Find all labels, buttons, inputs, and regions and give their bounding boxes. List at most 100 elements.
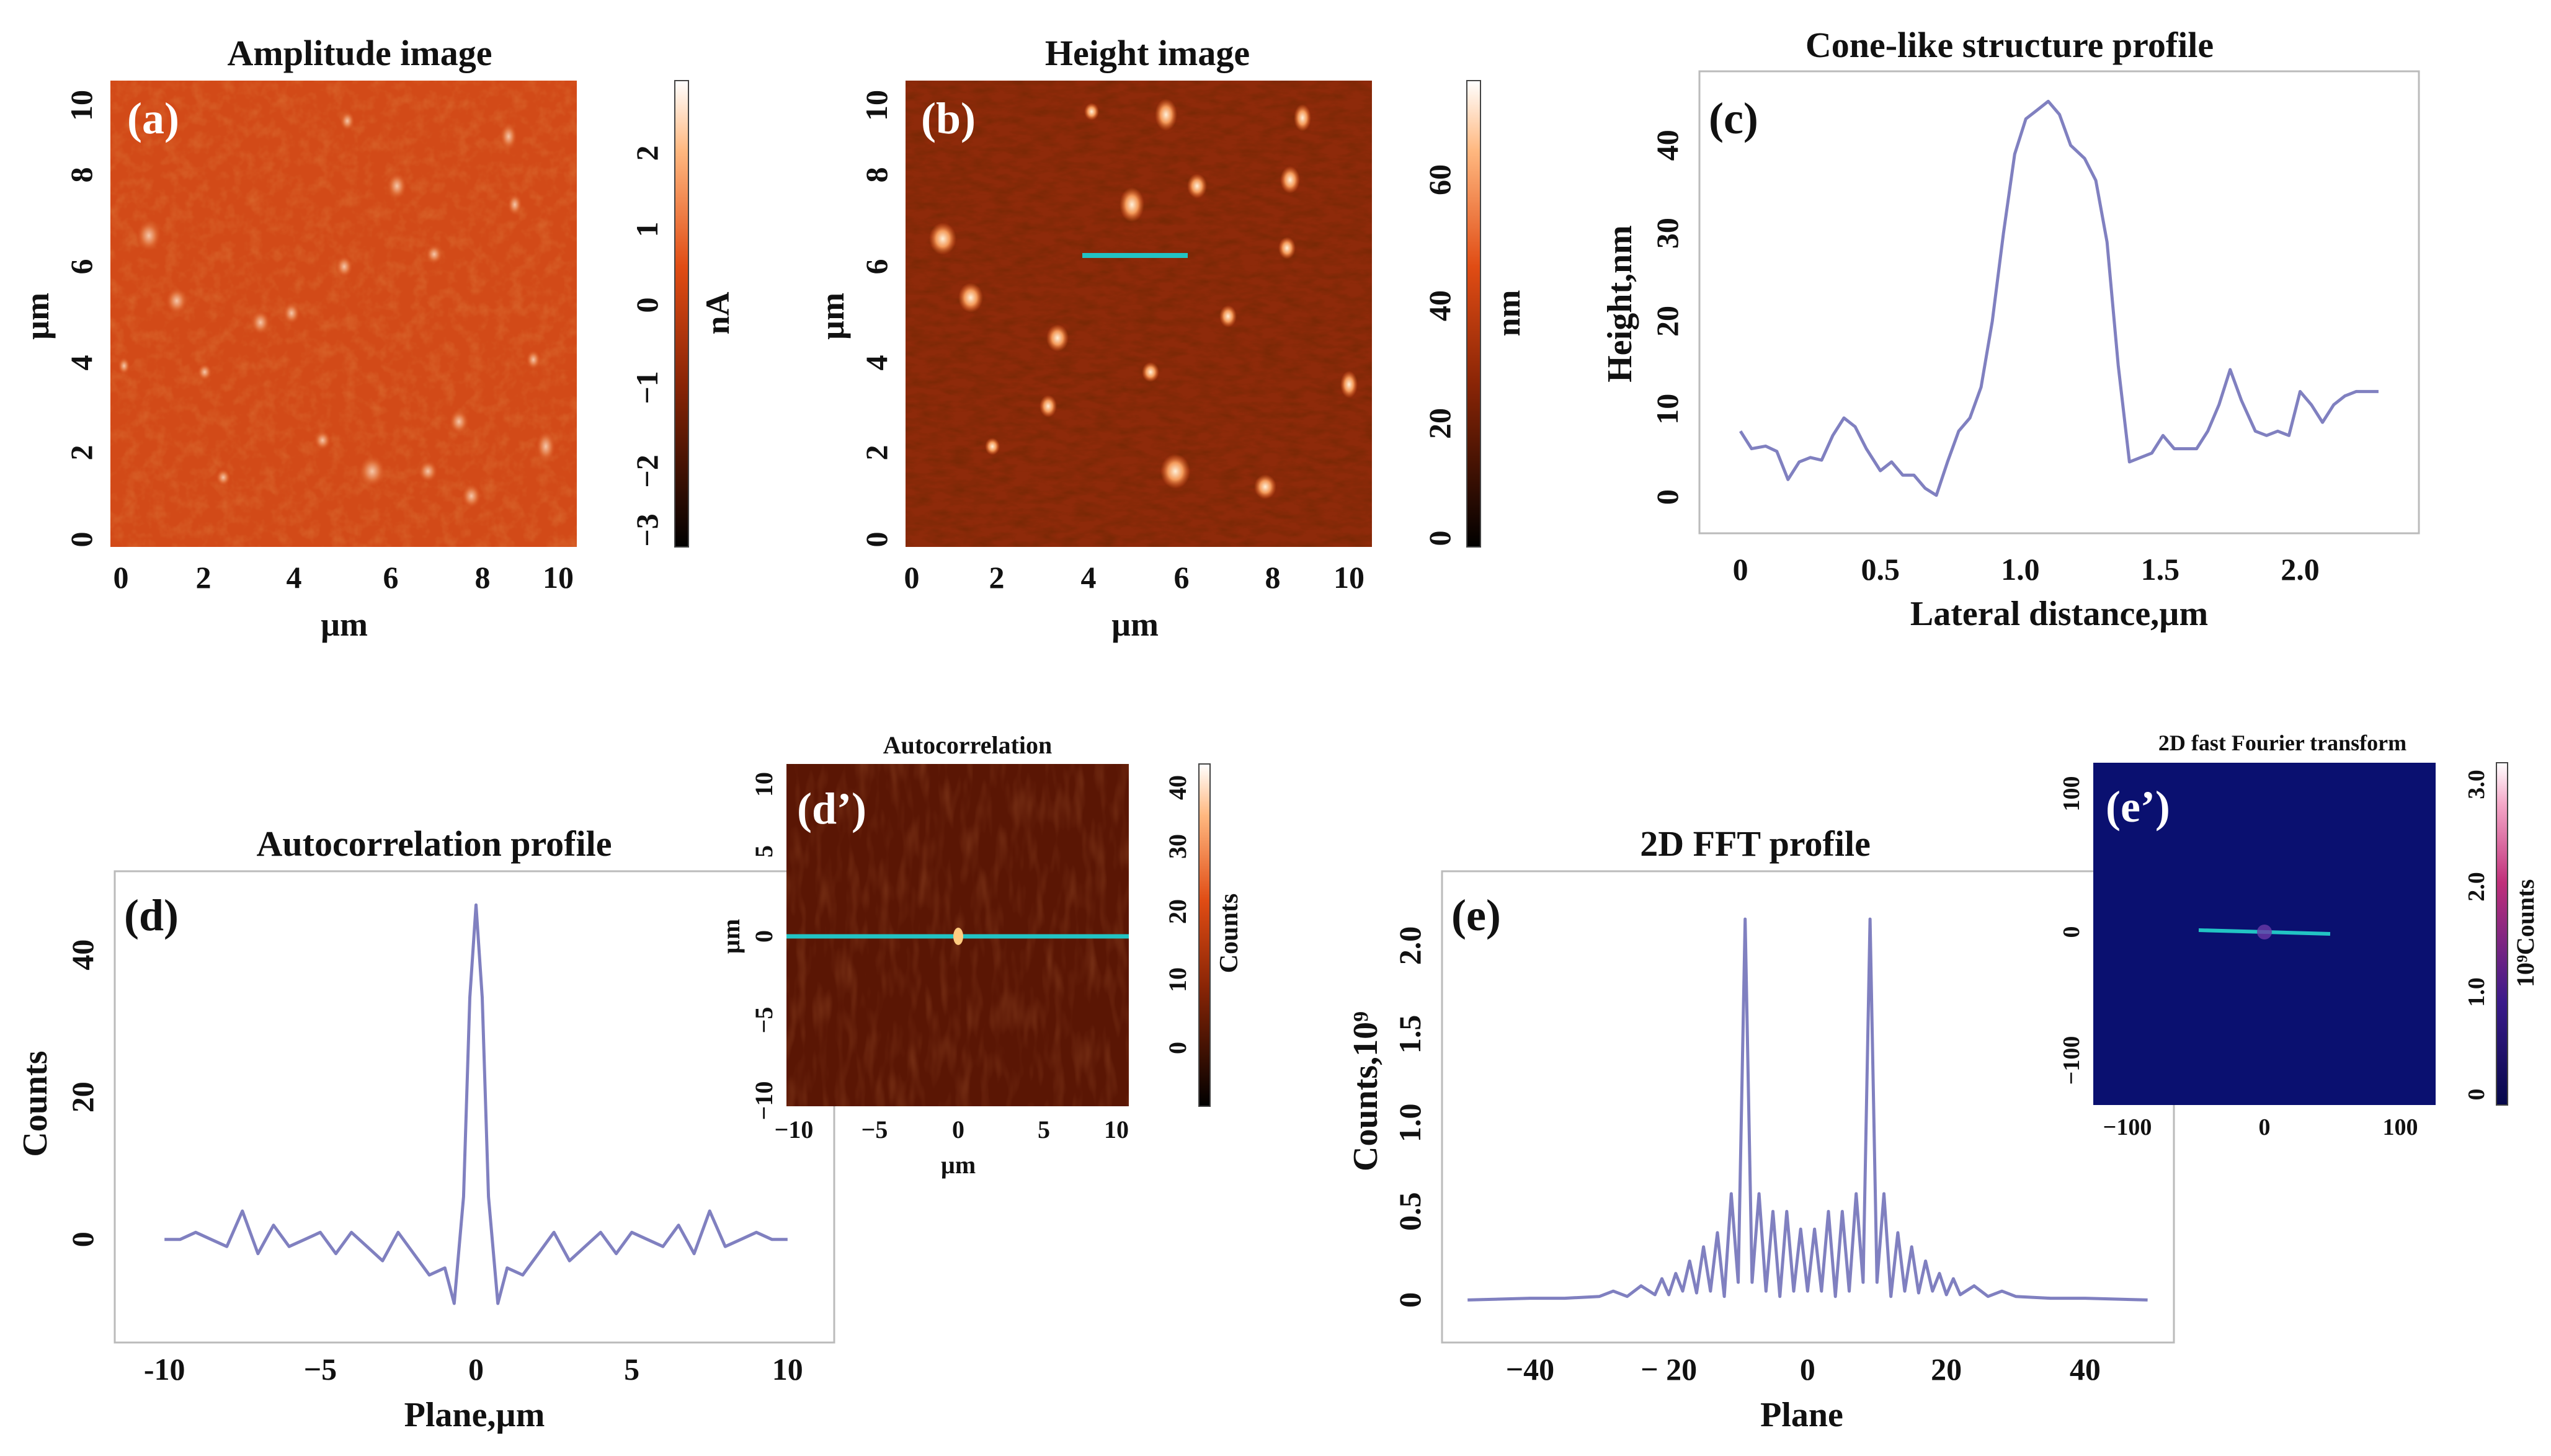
panel-a-ytick: 4 — [64, 355, 99, 371]
panel-e-label: (e) — [1451, 890, 1501, 940]
panel-b-ytick: 0 — [859, 532, 894, 548]
panel-e-prime-colorbar-unit: 10⁹Counts — [2511, 879, 2539, 987]
panel-c-label: (c) — [1709, 94, 1758, 143]
panel-a-cbtick: 0 — [630, 298, 664, 313]
e-prime-xtick: −100 — [2103, 1114, 2152, 1140]
e-prime-ytick: 100 — [2059, 776, 2085, 812]
amplitude-features — [118, 111, 556, 508]
d-prime-ytick: −10 — [750, 1081, 778, 1121]
panel-b-ytick: 2 — [859, 445, 894, 461]
panel-b-title: Height image — [1045, 33, 1250, 73]
d-prime-cbtick: 20 — [1164, 899, 1191, 924]
panel-b-xtick: 4 — [1081, 560, 1097, 595]
x-tick-label: 20 — [1931, 1352, 1962, 1387]
panel-e-prime-fft-image: 2D fast Fourier transform (e’) −100 0 10… — [2059, 730, 2539, 1140]
panel-b-cbtick: 20 — [1422, 408, 1457, 439]
panel-b-colorbar-ticks: 0 20 40 60 — [1422, 164, 1457, 546]
panel-a-cbtick: −2 — [630, 455, 664, 488]
panel-a-colorbar-unit: nA — [699, 291, 736, 334]
panel-d-prime-yticks: −10 −5 0 5 10 — [750, 772, 778, 1120]
panel-b-xtick: 8 — [1265, 560, 1281, 595]
panel-d-prime-ylabel: µm — [717, 919, 745, 954]
panel-a-ytick: 8 — [64, 167, 99, 183]
panel-a-cbtick: −3 — [630, 513, 664, 547]
y-tick-label: 30 — [1650, 218, 1685, 249]
panel-e-prime-title: 2D fast Fourier transform — [2158, 730, 2406, 755]
panel-c-title: Cone-like structure profile — [1805, 25, 2214, 65]
amplitude-texture — [110, 81, 577, 547]
x-tick-label: 0 — [1800, 1352, 1815, 1387]
panel-e-frame — [1441, 870, 2175, 1344]
y-tick-label: 20 — [65, 1081, 100, 1112]
x-tick-label: 5 — [624, 1352, 639, 1387]
panel-c-xlabel: Lateral distance,µm — [1910, 595, 2208, 633]
height-texture — [906, 81, 1372, 547]
panel-b-ylabel: µm — [814, 293, 851, 340]
panel-a-xtick: 4 — [287, 560, 302, 595]
series-line — [1739, 99, 2379, 497]
y-tick-label: 0 — [65, 1232, 100, 1247]
panel-e-ylabel: Counts,10⁹ — [1347, 1011, 1385, 1171]
e-prime-cbtick: 1.0 — [2464, 977, 2490, 1007]
d-prime-ytick: −5 — [750, 1007, 778, 1034]
x-tick-label: 0.5 — [1861, 552, 1900, 587]
y-tick-label: 0.5 — [1392, 1192, 1427, 1231]
panel-b-ytick: 10 — [859, 90, 894, 121]
panel-a-ylabel: µm — [19, 293, 56, 340]
panel-a-ytick: 10 — [64, 90, 99, 121]
panel-e-prime-colorbar-ticks: 0 1.0 2.0 3.0 — [2464, 770, 2490, 1100]
e-prime-cbtick: 2.0 — [2464, 872, 2490, 902]
d-prime-cbtick: 10 — [1164, 967, 1191, 992]
panel-b-xlabel: µm — [1111, 606, 1159, 643]
panel-b-ytick: 8 — [859, 167, 894, 183]
panel-d-prime-xticks: −10 −5 0 5 10 — [775, 1116, 1129, 1143]
panel-a-cbtick: −1 — [630, 371, 664, 404]
panel-a-ytick: 6 — [64, 259, 99, 275]
panel-c-profile: Cone-like structure profile 0 0.5 1.0 1.5 2.… — [1601, 25, 2420, 633]
height-features — [929, 99, 1358, 499]
y-tick-label: 1.5 — [1392, 1015, 1427, 1054]
e-prime-ytick: −100 — [2059, 1036, 2085, 1085]
e-prime-cbtick: 0 — [2464, 1089, 2490, 1101]
panel-a-amplitude-image: Amplitude image (a) 0 2 4 6 8 10 µm 0 2 — [19, 33, 736, 643]
panel-a-cbtick: 2 — [630, 146, 664, 161]
panel-b-yticks: 0 2 4 6 8 10 — [859, 90, 894, 548]
panel-d-profile: Autocorrelation profile -10 −5 0 5 10 0 20 40 (… — [16, 823, 835, 1434]
d-prime-cbtick: 40 — [1164, 775, 1191, 800]
e-prime-xtick: 100 — [2383, 1114, 2418, 1140]
panel-d-label: (d) — [124, 890, 179, 940]
x-tick-label: 1.0 — [2001, 552, 2040, 587]
x-tick-label: − 20 — [1641, 1352, 1697, 1387]
d-prime-xtick: 5 — [1038, 1116, 1050, 1143]
panel-d-xlabel: Plane,µm — [404, 1396, 545, 1434]
d-prime-ytick: 5 — [750, 845, 778, 858]
y-tick-label: 0 — [1650, 489, 1685, 505]
y-tick-label: 10 — [1650, 394, 1685, 425]
panel-b-cbtick: 60 — [1422, 164, 1457, 195]
panel-a-xlabel: µm — [321, 606, 368, 643]
e-prime-cbtick: 3.0 — [2464, 770, 2490, 799]
autocorrelation-peak — [953, 928, 963, 945]
panel-d-prime-title: Autocorrelation — [883, 731, 1053, 759]
x-tick-label: 10 — [772, 1352, 803, 1387]
panel-d-prime-colorbar — [1198, 763, 1211, 1107]
panel-d-prime-autocorrelation-image: Autocorrelation (d’) −10 −5 0 5 10 µm −1… — [717, 731, 1244, 1179]
panel-b-colorbar-unit: nm — [1490, 290, 1527, 336]
d-prime-cbtick: 0 — [1164, 1042, 1191, 1054]
panel-d-ylabel: Counts — [16, 1050, 55, 1156]
panel-b-xtick: 6 — [1174, 560, 1190, 595]
panel-b-xticks: 0 2 4 6 8 10 — [904, 560, 1365, 595]
panel-b-xtick: 2 — [989, 560, 1005, 595]
panel-b-xtick: 0 — [904, 560, 920, 595]
d-prime-cbtick: 30 — [1164, 834, 1191, 859]
panel-d-plot: -10 −5 0 5 10 0 20 40 — [65, 903, 803, 1387]
panel-c-plot: 0 0.5 1.0 1.5 2.0 0 10 20 30 40 — [1650, 99, 2379, 587]
panel-a-cbtick: 1 — [630, 222, 664, 237]
d-prime-xtick: −10 — [775, 1116, 814, 1143]
x-tick-label: 40 — [2070, 1352, 2101, 1387]
panel-a-xtick: 8 — [475, 560, 491, 595]
y-tick-label: 1.0 — [1392, 1103, 1427, 1142]
panel-a-xtick: 10 — [543, 560, 574, 595]
panel-d-prime-xlabel: µm — [941, 1151, 976, 1179]
